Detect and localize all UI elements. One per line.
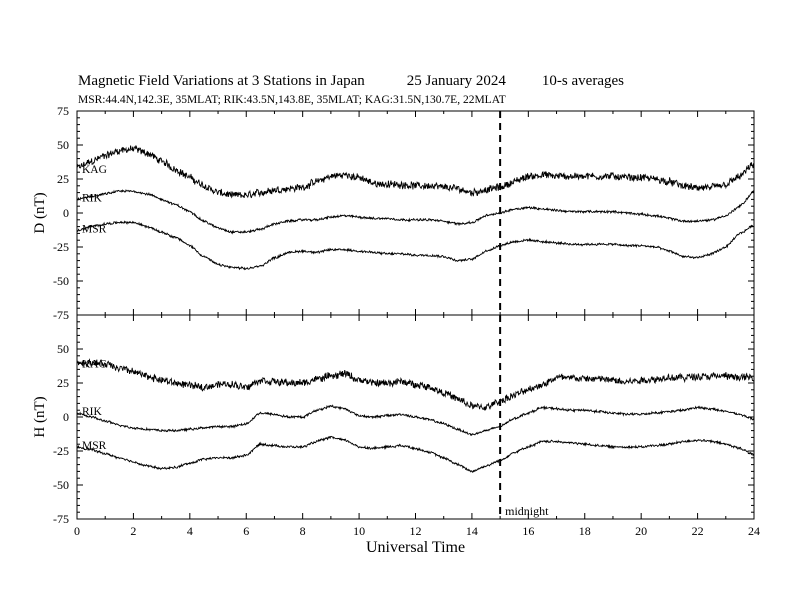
x-tick-label: 18 [579, 524, 591, 538]
x-tick-label: 4 [187, 524, 193, 538]
series-label-rik: RIK [82, 406, 103, 418]
series-line-kag [76, 144, 755, 199]
title-text: Magnetic Field Variations at 3 Stations … [78, 73, 365, 89]
y-tick-label: -25 [53, 240, 69, 254]
x-tick-label: 12 [410, 524, 422, 538]
series-label-rik: RIK [82, 192, 103, 204]
y-tick-label: 0 [63, 206, 69, 220]
x-tick-label: 0 [74, 524, 80, 538]
x-tick-label: 2 [130, 524, 136, 538]
y-tick-label: 0 [63, 410, 69, 424]
series-line-msr [76, 220, 755, 271]
series-label-kag: KAG [82, 359, 107, 371]
x-tick-label: 8 [300, 524, 306, 538]
x-tick-label: 14 [466, 524, 478, 538]
y-axis-label: H (nT) [32, 396, 48, 437]
y-tick-label: -75 [53, 308, 69, 322]
y-tick-label: -50 [53, 274, 69, 288]
midnight-label: midnight [505, 504, 549, 518]
y-tick-label: -75 [53, 512, 69, 526]
series-line-msr [76, 435, 754, 473]
y-tick-label: 75 [57, 104, 69, 118]
x-tick-label: 16 [522, 524, 534, 538]
series-line-kag [76, 358, 755, 411]
x-tick-label: 10 [353, 524, 365, 538]
panel-D: -75 -50 -25 0 25 50 75 D (nT) KAG RIK MSR [32, 104, 755, 322]
title-averaging: 10-s averages [541, 73, 624, 89]
panel-frame [76, 110, 755, 316]
x-tick-label: 6 [243, 524, 249, 538]
series-line-rik [76, 189, 755, 235]
x-tick-label: 20 [635, 524, 647, 538]
title-date: 25 January 2024 [406, 73, 506, 89]
y-tick-label: -50 [53, 478, 69, 492]
series-line-rik [76, 404, 755, 437]
station-info: MSR:44.4N,142.3E, 35MLAT; RIK:43.5N,143.… [78, 94, 506, 106]
x-axis-label: Universal Time [366, 539, 465, 556]
x-tick-label: 24 [748, 524, 760, 538]
y-tick-label: 50 [57, 342, 69, 356]
y-tick-label: 50 [57, 138, 69, 152]
chart-title: Magnetic Field Variations at 3 Stations … [78, 73, 624, 90]
y-tick-label: -25 [53, 444, 69, 458]
y-tick-label: 25 [57, 172, 69, 186]
series-label-kag: KAG [82, 164, 107, 176]
y-tick-label: 25 [57, 376, 69, 390]
y-axis-label: D (nT) [32, 192, 48, 233]
x-tick-label: 22 [692, 524, 704, 538]
series-label-msr: MSR [82, 440, 107, 452]
series-label-msr: MSR [82, 224, 107, 236]
